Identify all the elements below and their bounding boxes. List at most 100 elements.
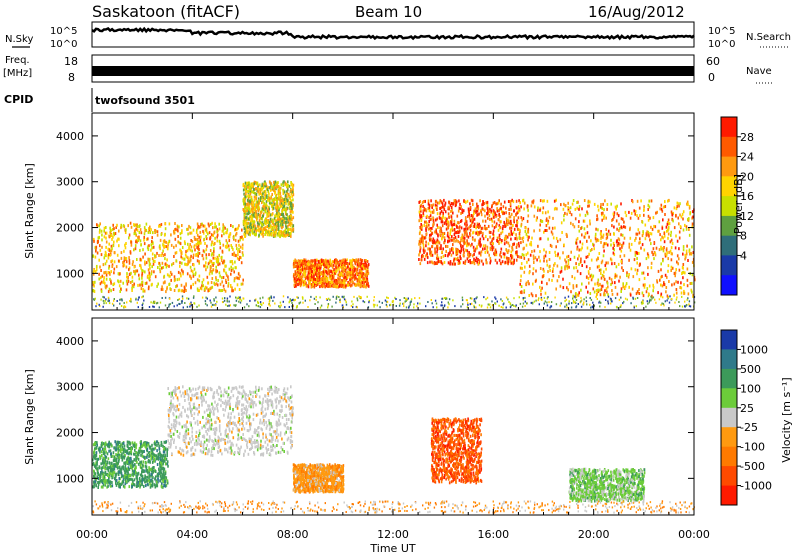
scatter-cell — [166, 263, 168, 267]
scatter-cell — [450, 238, 453, 242]
scatter-cell — [267, 212, 269, 216]
scatter-cell — [489, 306, 492, 309]
scatter-cell — [130, 240, 133, 244]
scatter-cell — [589, 274, 592, 278]
scatter-cell — [277, 221, 280, 225]
scatter-cell — [616, 204, 618, 208]
scatter-cell — [225, 231, 227, 235]
scatter-cell — [279, 223, 282, 227]
scatter-cell — [270, 295, 272, 298]
scatter-cell — [109, 277, 111, 281]
scatter-cell — [277, 227, 280, 231]
scatter-cell — [626, 298, 628, 301]
scatter-cell — [530, 240, 532, 244]
scatter-cell — [164, 222, 167, 226]
scatter-cell — [667, 232, 670, 236]
scatter-cell — [509, 204, 512, 208]
scatter-cell — [658, 229, 660, 233]
scatter-cell — [606, 290, 608, 294]
scatter-cell — [584, 232, 587, 236]
scatter-cell — [94, 280, 96, 284]
scatter-cell — [538, 237, 541, 241]
scatter-cell — [265, 200, 268, 204]
scatter-cell — [267, 190, 270, 194]
scatter-cell — [589, 249, 592, 253]
scatter-cell — [491, 219, 493, 223]
scatter-cell — [282, 183, 285, 187]
scatter-cell — [109, 249, 112, 253]
scatter-cell — [648, 301, 650, 304]
scatter-cell — [251, 215, 254, 219]
scatter-cell — [660, 283, 662, 287]
scatter-cell — [657, 291, 659, 295]
scatter-cell — [173, 277, 176, 281]
scatter-cell — [211, 252, 213, 256]
scatter-cell — [603, 208, 605, 212]
beam-title: Beam 10 — [355, 3, 422, 21]
scatter-cell — [294, 272, 297, 276]
scatter-cell — [305, 281, 307, 285]
scatter-cell — [150, 301, 152, 304]
scatter-cell — [247, 221, 250, 225]
scatter-cell — [277, 218, 279, 222]
scatter-cell — [343, 284, 346, 288]
scatter-cell — [568, 300, 570, 303]
scatter-cell — [367, 263, 370, 267]
scatter-cell — [467, 302, 469, 305]
scatter-cell — [247, 229, 249, 233]
scatter-cell — [335, 258, 337, 262]
scatter-cell — [331, 305, 333, 308]
scatter-cell — [252, 206, 254, 210]
scatter-cell — [279, 199, 282, 203]
scatter-cell — [498, 218, 500, 222]
scatter-cell — [196, 246, 198, 249]
scatter-cell — [216, 230, 218, 234]
scatter-cell — [110, 270, 112, 274]
scatter-cell — [128, 261, 131, 265]
scatter-cell — [327, 267, 329, 271]
scatter-cell — [152, 302, 154, 304]
scatter-cell — [244, 197, 246, 201]
scatter-cell — [650, 261, 653, 265]
scatter-cell — [257, 190, 259, 194]
scatter-cell — [152, 231, 154, 235]
scatter-cell — [410, 300, 412, 303]
scatter-cell — [124, 243, 126, 247]
scatter-cell — [485, 201, 488, 205]
scatter-cell — [226, 228, 228, 232]
scatter-cell — [247, 203, 249, 207]
scatter-cell — [682, 245, 685, 249]
scatter-cell — [294, 280, 296, 284]
scatter-cell — [351, 283, 353, 287]
scatter-cell — [651, 297, 653, 300]
scatter-cell — [444, 239, 446, 242]
scatter-cell — [448, 239, 451, 243]
scatter-cell — [273, 200, 275, 204]
scatter-cell — [650, 232, 653, 236]
scatter-cell — [114, 232, 117, 235]
scatter-cell — [197, 240, 200, 244]
scatter-cell — [139, 258, 142, 262]
scatter-cell — [428, 209, 431, 213]
scatter-cell — [636, 297, 639, 299]
scatter-cell — [481, 304, 483, 307]
scatter-cell — [345, 262, 347, 266]
scatter-cell — [189, 265, 192, 269]
scatter-cell — [192, 253, 195, 257]
scatter-cell — [287, 220, 290, 224]
nsky-hi-label: 10^5 — [50, 26, 77, 37]
scatter-cell — [221, 229, 224, 233]
scatter-cell — [429, 247, 431, 251]
scatter-cell — [306, 264, 308, 267]
scatter-cell — [518, 232, 521, 236]
scatter-cell — [118, 237, 120, 241]
scatter-cell — [345, 301, 347, 304]
scatter-cell — [628, 210, 630, 214]
scatter-cell — [609, 257, 612, 261]
scatter-cell — [623, 225, 625, 229]
scatter-cell — [345, 303, 348, 306]
scatter-cell — [308, 266, 311, 270]
scatter-cell — [235, 243, 238, 247]
scatter-cell — [144, 252, 146, 256]
scatter-cell — [307, 276, 309, 280]
